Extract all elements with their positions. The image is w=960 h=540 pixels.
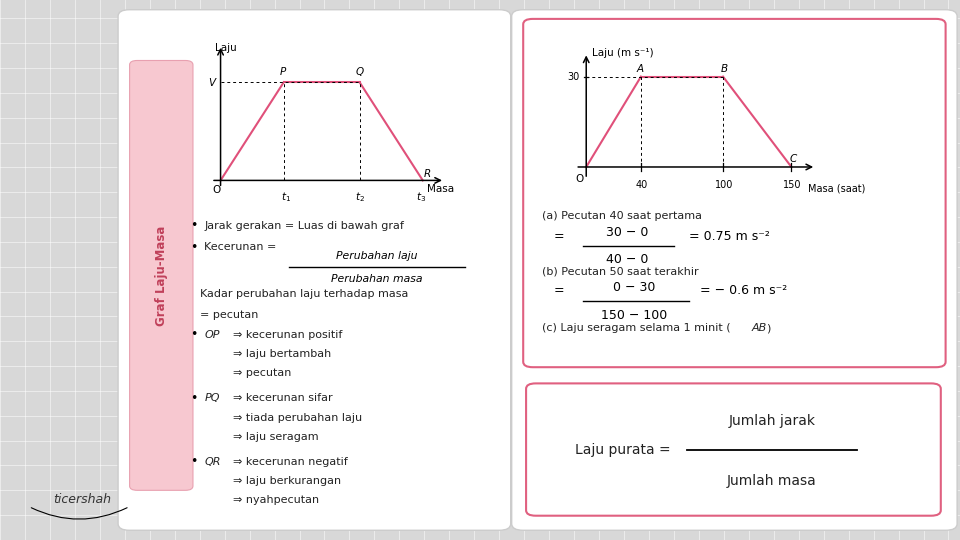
Text: = pecutan: = pecutan: [200, 310, 258, 320]
Text: ⇒ kecerunan positif: ⇒ kecerunan positif: [233, 330, 343, 340]
Text: O: O: [575, 174, 584, 184]
Text: $t_2$: $t_2$: [355, 190, 365, 204]
Text: 0 − 30: 0 − 30: [613, 281, 656, 294]
Text: Kadar perubahan laju terhadap masa: Kadar perubahan laju terhadap masa: [200, 289, 408, 299]
Text: ⇒ laju seragam: ⇒ laju seragam: [233, 432, 319, 442]
Text: ⇒ kecerunan sifar: ⇒ kecerunan sifar: [233, 393, 333, 403]
Text: Perubahan masa: Perubahan masa: [331, 274, 422, 284]
Text: =: =: [554, 230, 564, 242]
Text: PQ: PQ: [204, 393, 220, 403]
Text: ⇒ tiada perubahan laju: ⇒ tiada perubahan laju: [233, 413, 363, 423]
Text: AB: AB: [752, 323, 767, 333]
Text: = 0.75 m s⁻²: = 0.75 m s⁻²: [689, 230, 770, 242]
Text: Q: Q: [356, 68, 364, 77]
Text: Masa (saat): Masa (saat): [807, 183, 865, 193]
Text: •: •: [190, 219, 198, 232]
Text: ⇒ pecutan: ⇒ pecutan: [233, 368, 292, 379]
FancyBboxPatch shape: [526, 383, 941, 516]
Text: Jumlah masa: Jumlah masa: [727, 474, 817, 488]
Text: •: •: [190, 241, 198, 254]
FancyBboxPatch shape: [512, 10, 957, 530]
Text: Laju purata =: Laju purata =: [575, 443, 671, 456]
Text: 150: 150: [783, 180, 802, 190]
Text: $t_3$: $t_3$: [417, 190, 426, 204]
Text: •: •: [190, 455, 198, 468]
Text: Laju: Laju: [215, 43, 236, 53]
Text: $t_1$: $t_1$: [280, 190, 291, 204]
Text: •: •: [190, 328, 198, 341]
Text: 30: 30: [567, 72, 579, 82]
Text: O: O: [212, 185, 221, 195]
Text: ⇒ kecerunan negatif: ⇒ kecerunan negatif: [233, 457, 348, 467]
Text: Masa: Masa: [427, 184, 454, 194]
Text: B: B: [720, 64, 728, 74]
Text: 150 − 100: 150 − 100: [601, 309, 667, 322]
Text: A: A: [636, 64, 644, 74]
Text: P: P: [280, 68, 286, 77]
Text: 40 − 0: 40 − 0: [606, 253, 648, 266]
Text: ⇒ laju bertambah: ⇒ laju bertambah: [233, 349, 331, 359]
FancyBboxPatch shape: [130, 60, 193, 490]
Text: 30 − 0: 30 − 0: [606, 226, 648, 239]
Text: Jumlah jarak: Jumlah jarak: [729, 414, 816, 428]
Text: = − 0.6 m s⁻²: = − 0.6 m s⁻²: [700, 285, 787, 298]
Text: QR: QR: [204, 457, 221, 467]
Text: C: C: [790, 154, 798, 165]
Text: R: R: [424, 170, 431, 179]
FancyBboxPatch shape: [118, 10, 511, 530]
Text: 40: 40: [636, 180, 648, 190]
Text: OP: OP: [204, 330, 220, 340]
Text: Jarak gerakan = Luas di bawah graf: Jarak gerakan = Luas di bawah graf: [204, 221, 404, 231]
Text: ⇒ nyahpecutan: ⇒ nyahpecutan: [233, 495, 320, 505]
Text: ticershah: ticershah: [53, 493, 110, 506]
Text: ⇒ laju berkurangan: ⇒ laju berkurangan: [233, 476, 342, 486]
Text: =: =: [554, 285, 564, 298]
Text: (b) Pecutan 50 saat terakhir: (b) Pecutan 50 saat terakhir: [542, 266, 699, 276]
Text: Perubahan laju: Perubahan laju: [336, 251, 418, 261]
Text: Kecerunan =: Kecerunan =: [204, 242, 276, 253]
FancyBboxPatch shape: [523, 19, 946, 367]
Text: •: •: [190, 392, 198, 405]
Text: V: V: [208, 78, 215, 88]
Text: ): ): [766, 323, 771, 333]
Text: (c) Laju seragam selama 1 minit (: (c) Laju seragam selama 1 minit (: [542, 323, 731, 333]
Text: 100: 100: [715, 180, 733, 190]
Text: Laju (m s⁻¹): Laju (m s⁻¹): [591, 48, 654, 58]
Text: Graf Laju-Masa: Graf Laju-Masa: [155, 225, 168, 326]
Text: (a) Pecutan 40 saat pertama: (a) Pecutan 40 saat pertama: [542, 211, 703, 221]
